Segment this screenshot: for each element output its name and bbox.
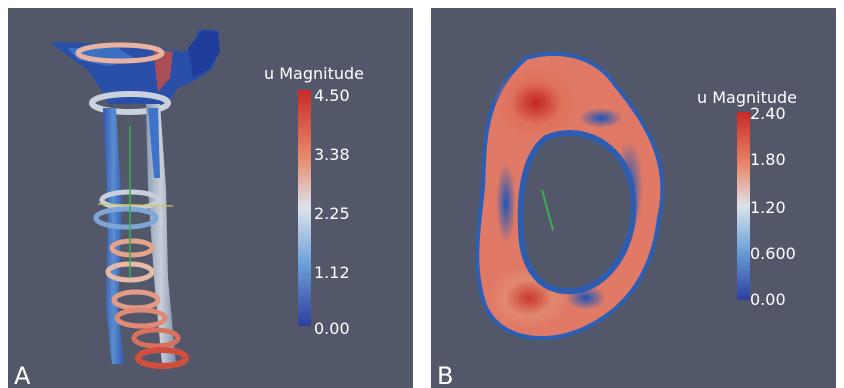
colorbar-a-tick-mid: 2.25 <box>314 204 350 223</box>
airway-3d-render <box>50 30 220 369</box>
colorbar-b-tick-max: 2.40 <box>750 104 786 123</box>
cross-section-render <box>475 51 665 341</box>
viewport-b[interactable]: u Magnitude 2.40 1.80 1.20 0.600 0.00 B <box>431 8 836 388</box>
colorbar-b-tick-4: 0.600 <box>750 244 796 263</box>
panel-label-b: B <box>437 362 454 388</box>
colorbar-title-b: u Magnitude <box>697 88 797 107</box>
panel-label-a: A <box>14 362 31 388</box>
colorbar-b-tick-2: 1.80 <box>750 150 786 169</box>
colorbar-a-tick-2: 3.38 <box>314 145 350 164</box>
colorbar-b-tick-min: 0.00 <box>750 290 786 309</box>
colorbar-b-tick-mid: 1.20 <box>750 198 786 217</box>
colorbar-a-tick-min: 0.00 <box>314 319 350 338</box>
colorbar-a <box>298 90 311 326</box>
colorbar-a-tick-max: 4.50 <box>314 86 350 105</box>
colorbar-title-a: u Magnitude <box>264 64 364 83</box>
colorbar-b <box>737 112 750 300</box>
colorbar-a-tick-4: 1.12 <box>314 263 350 282</box>
viewport-a[interactable]: u Magnitude 4.50 3.38 2.25 1.12 0.00 A <box>8 8 413 388</box>
